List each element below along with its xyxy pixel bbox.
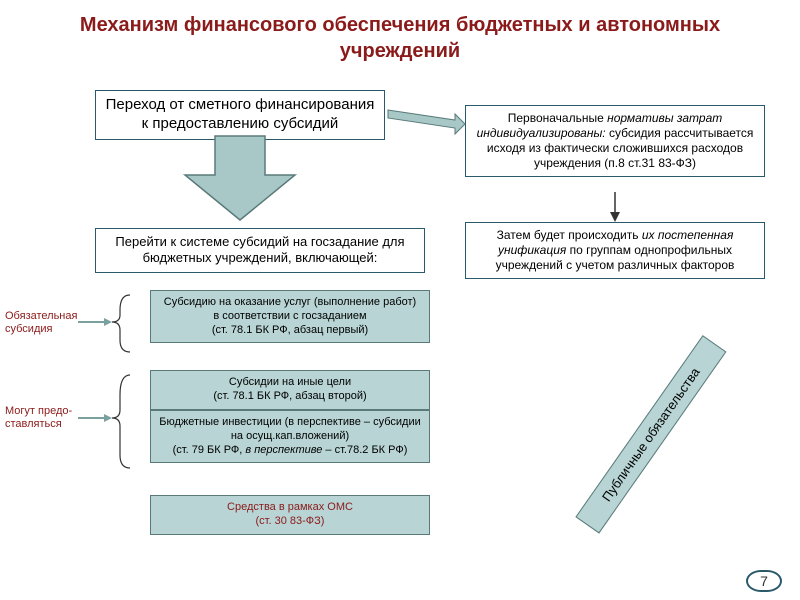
page-number: 7 — [746, 570, 782, 592]
box-sub2: Субсидии на иные цели(ст. 78.1 БК РФ, аб… — [150, 370, 430, 410]
box-public-obligations: Публичные обязательства — [575, 335, 726, 533]
box-sub3: Бюджетные инвестиции (в перспективе – су… — [150, 410, 430, 463]
box-transition: Переход от сметного финансирования к пре… — [95, 90, 385, 140]
box-sub1: Субсидию на оказание услуг (выполнение р… — [150, 290, 430, 343]
label-mandatory: Обязательная субсидия — [5, 310, 90, 336]
box-system: Перейти к системе субсидий на госзадание… — [95, 228, 425, 273]
box-initial: Первоначальные нормативы затрат индивиду… — [465, 105, 765, 177]
box-then: Затем будет происходить их постепенная у… — [465, 222, 765, 279]
page-title: Механизм финансового обеспечения бюджетн… — [0, 0, 800, 72]
label-optional: Могут предо-ставляться — [5, 405, 90, 431]
box-sub4: Средства в рамках ОМС(ст. 30 83-ФЗ) — [150, 495, 430, 535]
